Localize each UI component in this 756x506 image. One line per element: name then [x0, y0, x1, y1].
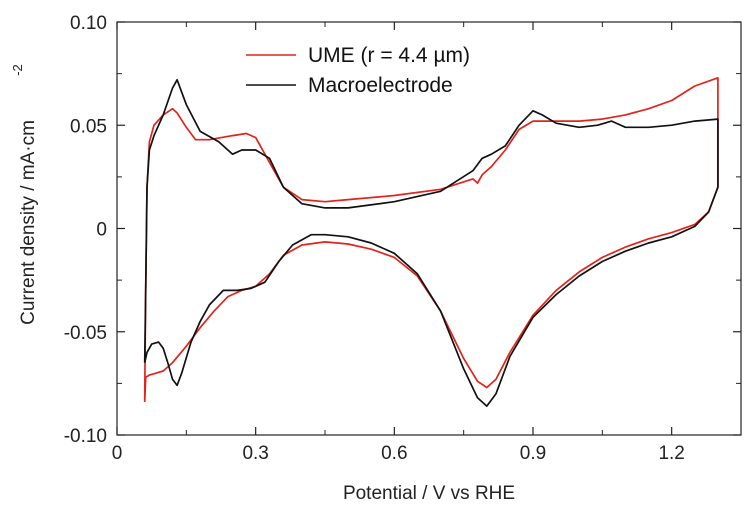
series-line-macroelectrode — [143, 78, 719, 407]
x-tick-label: 0 — [112, 443, 123, 464]
y-axis-label: Current density / mA·cm — [18, 120, 39, 325]
y-axis: -0.10 -0.05 0 0.05 0.10 — [64, 13, 741, 447]
x-axis-label: Potential / V vs RHE — [343, 483, 515, 504]
legend: UME (r = 4.4 µm) Macroelectrode — [246, 44, 470, 97]
y-tick-label: 0.05 — [70, 116, 107, 137]
y-tick-label: 0.10 — [70, 13, 107, 34]
x-tick-label: 1.2 — [658, 443, 684, 464]
x-tick-label: 0.6 — [381, 443, 407, 464]
x-axis: 0 0.3 0.6 0.9 1.2 — [112, 22, 685, 464]
y-tick-label: -0.05 — [64, 323, 107, 344]
y-axis-label-group: Current density / mA·cm -2 — [10, 64, 39, 325]
legend-label-macroelectrode: Macroelectrode — [308, 74, 453, 97]
legend-label-ume: UME (r = 4.4 µm) — [308, 44, 470, 67]
series-line-ume — [143, 76, 719, 403]
series-layer — [143, 76, 719, 407]
x-tick-label: 0.3 — [242, 443, 268, 464]
x-tick-label: 0.9 — [520, 443, 546, 464]
y-tick-label: -0.10 — [64, 426, 107, 447]
y-tick-label: 0 — [96, 220, 107, 241]
y-axis-label-superscript: -2 — [10, 64, 25, 76]
